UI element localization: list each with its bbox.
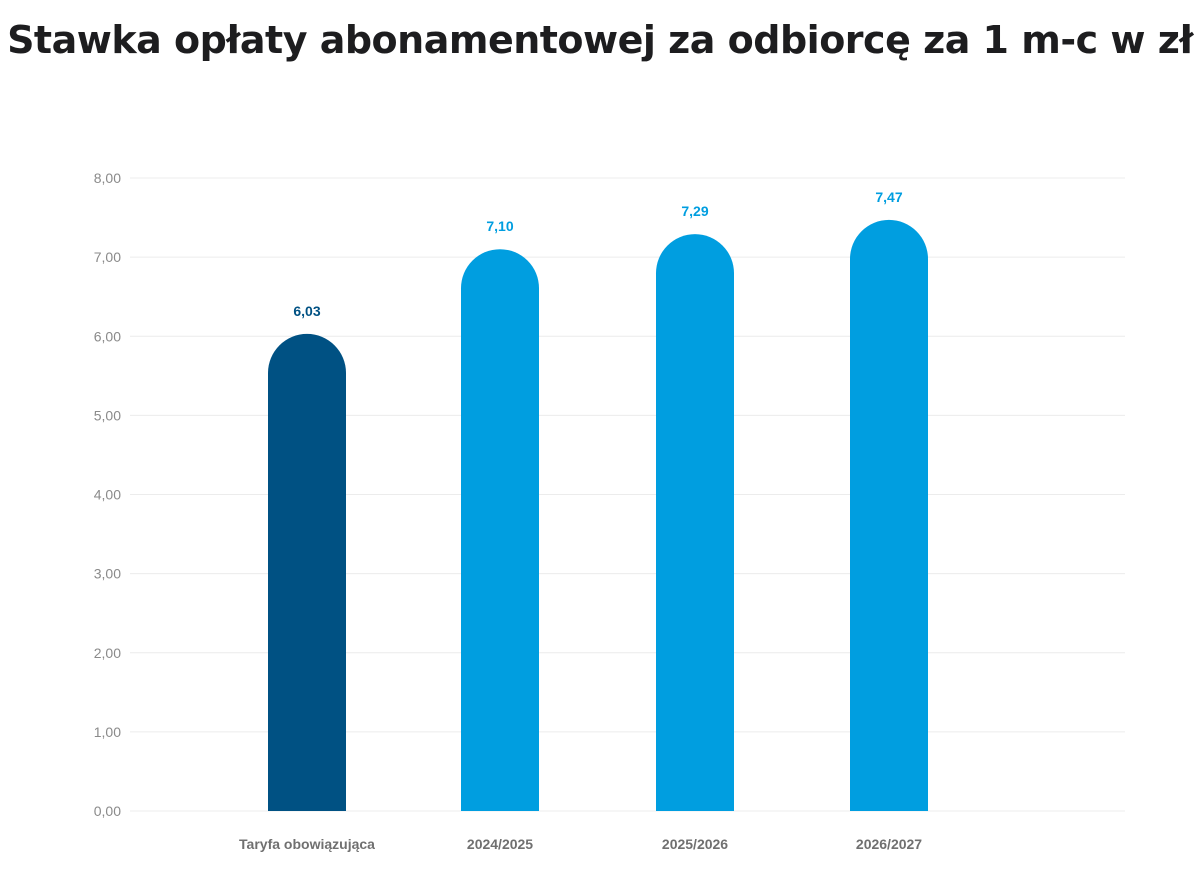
x-tick-label: 2025/2026 bbox=[662, 836, 728, 852]
data-label: 7,47 bbox=[875, 189, 902, 205]
y-tick-label: 0,00 bbox=[94, 803, 121, 819]
x-tick-label: 2026/2027 bbox=[856, 836, 922, 852]
data-label: 7,10 bbox=[486, 218, 513, 234]
y-tick-label: 1,00 bbox=[94, 724, 121, 740]
y-tick-label: 8,00 bbox=[94, 170, 121, 186]
bar bbox=[461, 249, 539, 811]
bar bbox=[850, 219, 928, 811]
data-label: 7,29 bbox=[681, 203, 708, 219]
x-tick-label: 2024/2025 bbox=[467, 836, 533, 852]
chart-title: Stawka opłaty abonamentowej za odbiorcę … bbox=[7, 18, 1193, 62]
bar bbox=[268, 333, 346, 811]
y-axis-ticks: 0,00 1,00 2,00 3,00 4,00 5,00 6,00 7,00 8,00 bbox=[94, 170, 121, 819]
data-label: 6,03 bbox=[293, 303, 320, 319]
bar bbox=[656, 234, 734, 811]
y-tick-label: 6,00 bbox=[94, 328, 121, 344]
y-tick-label: 3,00 bbox=[94, 566, 121, 582]
y-tick-label: 2,00 bbox=[94, 645, 121, 661]
y-tick-label: 5,00 bbox=[94, 407, 121, 423]
bars bbox=[268, 219, 928, 811]
y-tick-label: 7,00 bbox=[94, 249, 121, 265]
x-tick-label: Taryfa obowiązująca bbox=[239, 836, 375, 852]
x-axis-labels: Taryfa obowiązująca 2024/2025 2025/2026 202… bbox=[239, 836, 922, 852]
data-labels: 6,03 7,10 7,29 7,47 bbox=[293, 189, 902, 319]
y-tick-label: 4,00 bbox=[94, 487, 121, 503]
